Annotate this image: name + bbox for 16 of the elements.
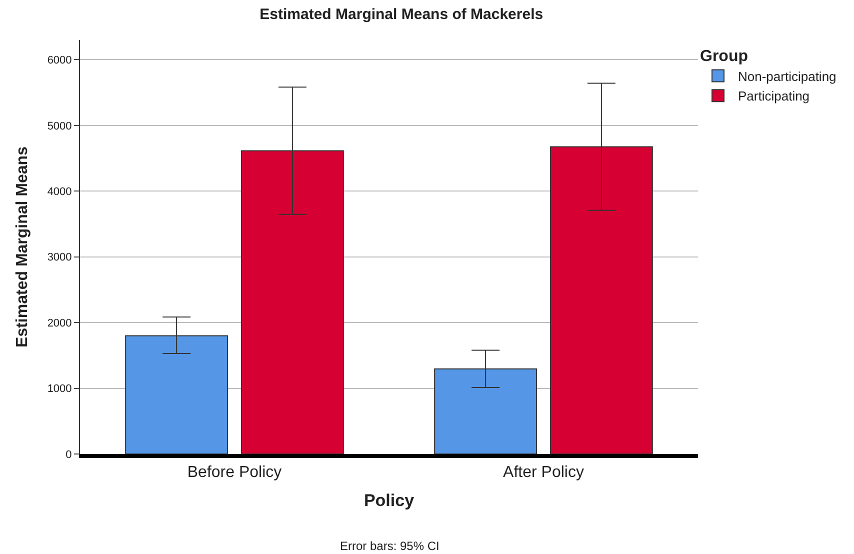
legend-label: Participating <box>738 88 810 104</box>
y-tick-label: 0 <box>66 448 72 461</box>
legend-label: Non-participating <box>738 68 836 84</box>
chart-title: Estimated Marginal Means of Mackerels <box>260 6 544 23</box>
y-tick-label: 6000 <box>47 54 72 67</box>
text: Error bars: 95% CI <box>340 539 440 553</box>
x-tick-label: Before Policy <box>187 464 282 482</box>
y-tick-label: 2000 <box>47 317 72 330</box>
y-axis-title: Estimated Marginal Means <box>14 146 32 348</box>
x-axis-title: Policy <box>364 491 415 510</box>
y-tick-label: 3000 <box>47 252 72 264</box>
legend-title: Group <box>700 48 748 65</box>
y-tick-label: 4000 <box>47 186 72 198</box>
x-tick-label: After Policy <box>503 464 584 482</box>
y-tick-label: 5000 <box>47 120 72 132</box>
y-tick-label: 1000 <box>47 383 72 396</box>
